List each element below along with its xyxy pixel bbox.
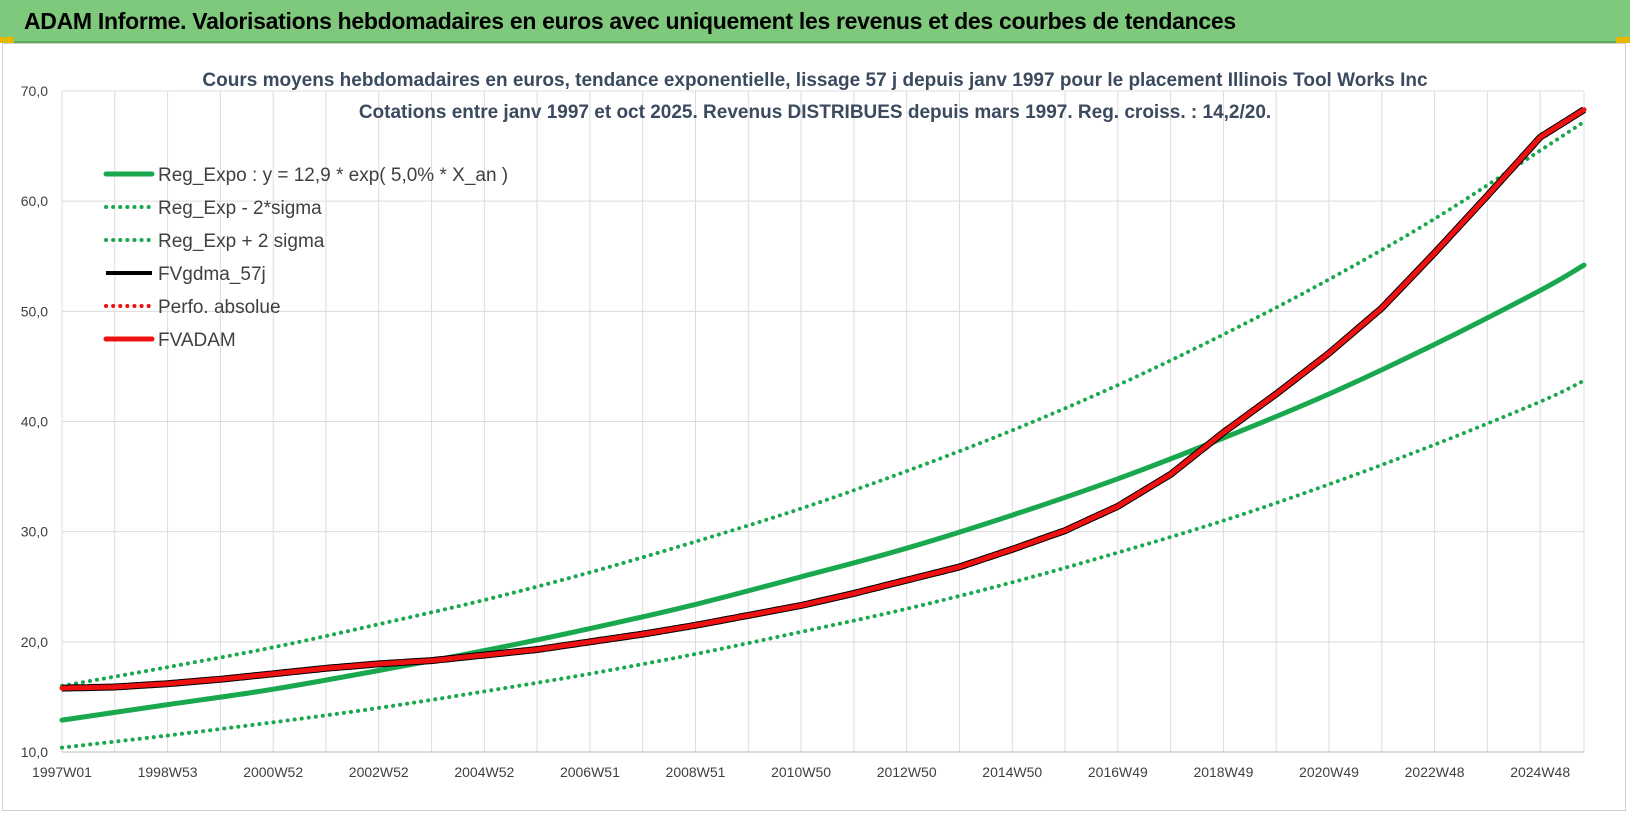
x-tick-label: 2002W52 (349, 764, 409, 780)
y-tick-label: 30,0 (21, 524, 48, 540)
series-reg-plus-2sigma (60, 119, 1586, 688)
chart-title-line-1: Cours moyens hebdomadaires en euros, ten… (202, 70, 1428, 91)
report-title: ADAM Informe. Valorisations hebdomadaire… (24, 8, 1236, 34)
legend-item-perfo-absolue: Perfo. absolue (104, 297, 281, 318)
chart-frame (2, 43, 1626, 811)
y-tick-label: 10,0 (21, 744, 48, 760)
x-tick-label: 1998W53 (138, 764, 198, 780)
series-reg-expo (59, 262, 1587, 723)
x-tick-label: 2008W51 (666, 764, 726, 780)
x-tick-label: 2024W48 (1510, 764, 1570, 780)
y-tick-label: 40,0 (21, 414, 48, 430)
x-tick-label: 2018W49 (1193, 764, 1253, 780)
corner-mark-left (0, 37, 14, 43)
y-tick-label: 20,0 (21, 634, 48, 650)
x-tick-label: 2010W50 (771, 764, 831, 780)
legend-label: FVgdma_57j (158, 264, 266, 285)
legend-label: Perfo. absolue (158, 297, 281, 318)
x-tick-label: 2012W50 (877, 764, 937, 780)
x-axis-tick-labels: 1997W01 1998W53 2000W52 2002W52 2004W52 2006W… (32, 764, 1570, 780)
x-tick-label: 2004W52 (454, 764, 514, 780)
legend: Reg_Expo : y = 12,9 * exp( 5,0% * X_an )… (103, 165, 508, 351)
y-tick-label: 60,0 (21, 193, 48, 209)
y-tick-label: 50,0 (21, 303, 48, 319)
y-axis-tick-labels: 10,0 20,0 30,0 40,0 50,0 60,0 70,0 (21, 83, 48, 760)
y-tick-label: 70,0 (21, 83, 48, 99)
legend-label: Reg_Exp - 2*sigma (158, 198, 322, 219)
legend-label: Reg_Exp + 2 sigma (158, 231, 325, 252)
chart-title-block: Cours moyens hebdomadaires en euros, ten… (202, 70, 1428, 123)
x-tick-label: 2016W49 (1088, 764, 1148, 780)
legend-item-fvadam: FVADAM (103, 330, 236, 351)
x-tick-label: 1997W01 (32, 764, 92, 780)
legend-label: FVADAM (158, 330, 236, 351)
series-lines (59, 106, 1587, 750)
x-tick-label: 2022W48 (1405, 764, 1465, 780)
corner-mark-right (1616, 37, 1630, 43)
legend-item-reg-minus-2sigma: Reg_Exp - 2*sigma (104, 198, 322, 219)
legend-item-reg-expo: Reg_Expo : y = 12,9 * exp( 5,0% * X_an ) (103, 165, 508, 186)
legend-item-reg-plus-2sigma: Reg_Exp + 2 sigma (104, 231, 325, 252)
grid-lines (61, 90, 1585, 753)
report-banner: ADAM Informe. Valorisations hebdomadaire… (0, 0, 1630, 43)
chart-title-line-2: Cotations entre janv 1997 et oct 2025. R… (359, 102, 1271, 123)
x-tick-label: 2014W50 (982, 764, 1042, 780)
x-tick-label: 2020W49 (1299, 764, 1359, 780)
legend-label: Reg_Expo : y = 12,9 * exp( 5,0% * X_an ) (158, 165, 508, 186)
series-fvadam (59, 107, 1587, 691)
legend-item-fvgdma-57j: FVgdma_57j (106, 264, 266, 285)
x-tick-label: 2006W51 (560, 764, 620, 780)
series-reg-minus-2sigma (60, 378, 1586, 750)
x-tick-label: 2000W52 (243, 764, 303, 780)
